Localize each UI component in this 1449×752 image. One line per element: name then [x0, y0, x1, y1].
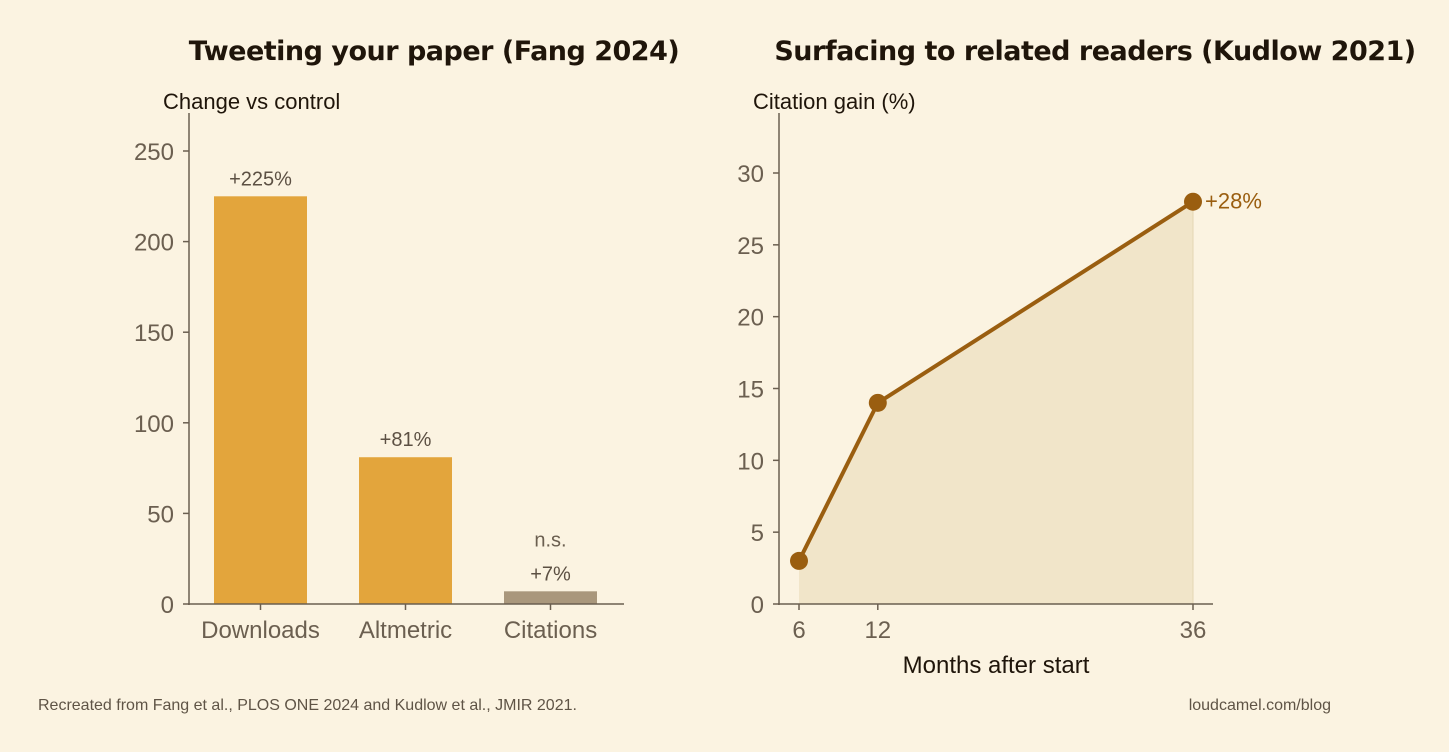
- bar-altmetric: [359, 457, 452, 604]
- line-chart-y-tick-label: 20: [737, 305, 764, 332]
- footer-source: Recreated from Fang et al., PLOS ONE 202…: [38, 697, 577, 714]
- bar-chart-title: Tweeting your paper (Fang 2024): [189, 36, 679, 67]
- bar-chart-y-tick-label: 150: [134, 320, 174, 347]
- line-chart-y-label: Citation gain (%): [753, 89, 916, 114]
- bar-downloads: [214, 196, 307, 605]
- line-chart-x-ticks: 6 12 36: [792, 604, 1206, 644]
- bar-chart-y-label: Change vs control: [163, 89, 340, 114]
- line-chart-point: [1184, 192, 1202, 211]
- line-chart-x-tick-label: 36: [1180, 617, 1207, 644]
- bar-chart-x-tick-label: Citations: [504, 617, 597, 644]
- bar-chart-y-tick-label: 250: [134, 139, 174, 166]
- line-chart-y-tick-label: 5: [751, 520, 764, 547]
- bar-data-label: +225%: [229, 168, 292, 190]
- line-chart-y-tick-label: 0: [751, 592, 764, 619]
- line-chart-end-label: +28%: [1205, 189, 1262, 214]
- line-chart-y-tick-label: 25: [737, 233, 764, 260]
- line-chart-x-label: Months after start: [903, 652, 1090, 679]
- line-chart-x-tick-label: 6: [792, 617, 805, 644]
- line-chart-points: [790, 192, 1202, 570]
- bar-chart-panel: Tweeting your paper (Fang 2024) Change v…: [134, 36, 680, 644]
- bar-chart-y-tick-label: 100: [134, 411, 174, 438]
- footer-site-link[interactable]: loudcamel.com/blog: [1189, 697, 1331, 714]
- bar-significance-note: n.s.: [534, 529, 566, 551]
- line-chart-title: Surfacing to related readers (Kudlow 202…: [774, 36, 1415, 67]
- line-chart-y-tick-label: 10: [737, 448, 764, 475]
- bar-chart-y-tick-label: 200: [134, 230, 174, 257]
- bar-chart-y-tick-label: 50: [147, 501, 174, 528]
- line-chart-point: [868, 393, 887, 412]
- line-chart-y-tick-label: 30: [737, 161, 764, 188]
- line-chart-panel: Surfacing to related readers (Kudlow 202…: [737, 36, 1416, 679]
- line-chart-point: [790, 551, 808, 570]
- bar-chart-x-ticks: Downloads Altmetric Citations: [201, 604, 597, 644]
- bar-chart-y-ticks: 0 50 100 150 200 250: [134, 139, 189, 619]
- bar-chart-bars: +225% +81% +7% n.s.: [214, 168, 597, 605]
- bar-data-label: +7%: [530, 563, 571, 585]
- bar-data-label: +81%: [380, 429, 432, 451]
- line-chart-y-ticks: 0 5 10 15 20 25 30: [737, 161, 779, 619]
- bar-citations: [504, 591, 597, 604]
- bar-chart-y-tick-label: 0: [161, 592, 174, 619]
- line-chart-x-tick-label: 12: [864, 617, 891, 644]
- bar-chart-x-tick-label: Downloads: [201, 617, 320, 644]
- line-chart-y-tick-label: 15: [737, 377, 764, 404]
- bar-chart-x-tick-label: Altmetric: [359, 617, 452, 644]
- line-chart-area: [799, 201, 1193, 604]
